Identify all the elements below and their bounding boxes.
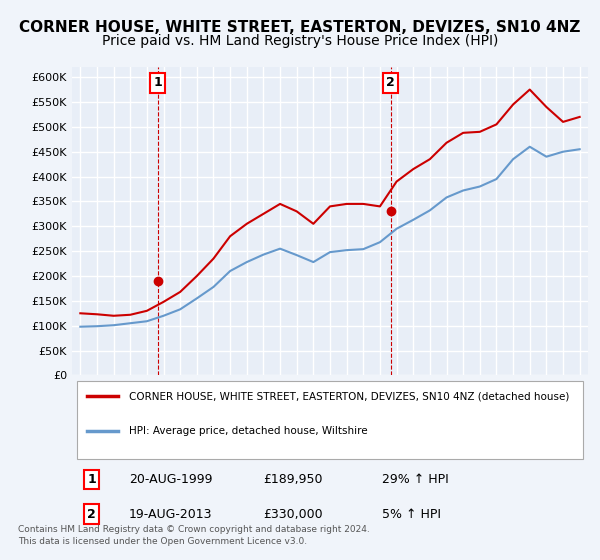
Text: 19-AUG-2013: 19-AUG-2013 — [129, 507, 212, 521]
Text: 5% ↑ HPI: 5% ↑ HPI — [382, 507, 440, 521]
Text: £330,000: £330,000 — [263, 507, 323, 521]
Text: 29% ↑ HPI: 29% ↑ HPI — [382, 473, 448, 486]
Text: HPI: Average price, detached house, Wiltshire: HPI: Average price, detached house, Wilt… — [129, 426, 367, 436]
Text: CORNER HOUSE, WHITE STREET, EASTERTON, DEVIZES, SN10 4NZ: CORNER HOUSE, WHITE STREET, EASTERTON, D… — [19, 20, 581, 35]
Text: CORNER HOUSE, WHITE STREET, EASTERTON, DEVIZES, SN10 4NZ (detached house): CORNER HOUSE, WHITE STREET, EASTERTON, D… — [129, 391, 569, 401]
Text: 2: 2 — [386, 77, 395, 90]
Text: Contains HM Land Registry data © Crown copyright and database right 2024.
This d: Contains HM Land Registry data © Crown c… — [18, 525, 370, 546]
Text: 1: 1 — [88, 473, 96, 486]
Text: Price paid vs. HM Land Registry's House Price Index (HPI): Price paid vs. HM Land Registry's House … — [102, 34, 498, 48]
Text: 2: 2 — [88, 507, 96, 521]
Text: 1: 1 — [154, 77, 162, 90]
Text: 20-AUG-1999: 20-AUG-1999 — [129, 473, 212, 486]
Text: £189,950: £189,950 — [263, 473, 322, 486]
FancyBboxPatch shape — [77, 381, 583, 459]
